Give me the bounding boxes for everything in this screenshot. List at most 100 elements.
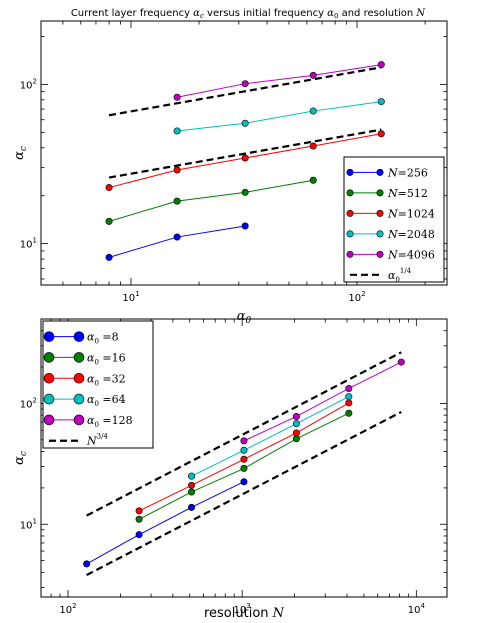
data-point (345, 409, 353, 417)
data-point (397, 358, 405, 366)
y-axis-label: αc (12, 146, 29, 160)
legend-marker (346, 189, 354, 197)
data-point (309, 107, 317, 115)
legend-marker (73, 414, 85, 426)
y-tick-label: 102 (20, 77, 37, 91)
data-point (377, 61, 385, 69)
legend-label: N3/4 (86, 433, 108, 448)
data-point (135, 515, 143, 523)
legend-label: α0 =8 (87, 331, 119, 346)
series-line (108, 225, 246, 258)
data-point (292, 412, 300, 420)
series-line (177, 101, 382, 132)
data-point (309, 71, 317, 79)
data-point (241, 119, 249, 127)
data-point (240, 446, 248, 454)
data-point (135, 531, 143, 539)
legend-label: α01/4 (388, 267, 412, 284)
series-line (86, 481, 245, 565)
legend-marker (43, 372, 55, 384)
legend: N=256 N=512 N=1024 N=2048 N=4096 α01/4 (343, 156, 445, 284)
data-point (292, 420, 300, 428)
y-tick-label: 101 (20, 517, 37, 531)
data-point (240, 478, 248, 486)
legend-label: α0 =32 (87, 372, 126, 387)
legend-marker (73, 393, 85, 405)
y-tick-label: 101 (20, 237, 37, 251)
data-point (105, 184, 113, 192)
data-point (292, 429, 300, 437)
data-point (188, 481, 196, 489)
bottom-panel: 102 103 104 101 102 αc resolution N α0 =8 α0 =16… (12, 318, 448, 621)
legend-frame (42, 320, 154, 449)
data-point (240, 455, 248, 463)
data-point (345, 384, 353, 392)
data-point (173, 197, 181, 205)
data-point (188, 503, 196, 511)
legend-marker (346, 168, 354, 176)
reference-line (86, 351, 402, 517)
data-point (241, 154, 249, 162)
data-point (241, 188, 249, 196)
legend-marker (376, 168, 384, 176)
legend-label: N=4096 (387, 248, 435, 261)
legend-marker (73, 331, 85, 342)
series-line (177, 64, 382, 98)
data-point (83, 560, 91, 568)
data-point (309, 142, 317, 150)
x-tick-label: 101 (122, 290, 139, 304)
data-point (135, 507, 143, 515)
series-line (243, 361, 402, 442)
x-tick-label: 104 (408, 602, 426, 616)
legend-label: α0 =128 (87, 414, 133, 429)
y-axis-label: αc (12, 451, 29, 465)
legend-marker (346, 250, 354, 258)
legend-marker (43, 414, 55, 426)
legend-marker (346, 209, 354, 217)
legend-label: α0 =64 (87, 393, 126, 408)
legend-frame (343, 156, 445, 283)
reference-line (108, 66, 382, 117)
reference-line (86, 410, 402, 577)
legend-marker (43, 393, 55, 405)
data-point (188, 472, 196, 480)
x-tick-label: 103 (234, 602, 251, 616)
legend-label: N=256 (387, 166, 428, 179)
plot-frame (40, 20, 448, 286)
x-tick-label: 102 (59, 602, 76, 616)
data-point (241, 80, 249, 88)
legend-label: N=1024 (387, 207, 435, 220)
series-line (191, 396, 350, 477)
legend-marker (346, 230, 354, 238)
data-point (241, 222, 249, 230)
data-point (292, 435, 300, 443)
data-point (173, 127, 181, 135)
legend-marker (376, 250, 384, 258)
data-point (188, 488, 196, 496)
data-point (105, 253, 113, 261)
series-line (108, 179, 314, 222)
x-tick-label: 102 (348, 290, 365, 304)
data-point (173, 233, 181, 241)
legend-label: α0 =16 (87, 351, 126, 366)
legend: α0 =8 α0 =16 α0 =32 α0 =64 α0 =128 N3/4 (42, 320, 154, 449)
legend-label: N=2048 (387, 228, 435, 241)
data-point (345, 399, 353, 407)
data-point (173, 166, 181, 174)
data-point (377, 130, 385, 138)
data-point (105, 217, 113, 225)
legend-label: N=512 (387, 187, 428, 200)
legend-marker (43, 331, 55, 342)
legend-marker (376, 209, 384, 217)
x-axis-label: α0 (237, 309, 252, 326)
top-panel: 101 102101102αcα0N=256N=512N=1024N=2048N=… (12, 20, 448, 326)
legend-marker (73, 372, 85, 384)
legend-marker (376, 230, 384, 238)
data-point (309, 176, 317, 184)
y-tick-label: 102 (20, 396, 37, 410)
data-point (345, 393, 353, 401)
data-point (240, 464, 248, 472)
data-point (240, 437, 248, 445)
legend-marker (43, 352, 55, 363)
